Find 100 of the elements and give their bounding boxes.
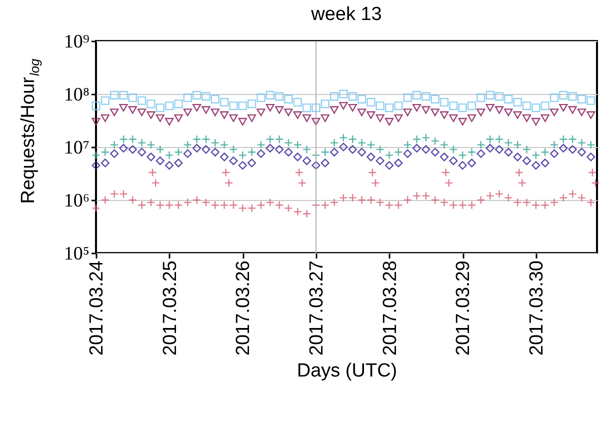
point [504,108,513,116]
point [494,134,504,144]
point [586,111,596,119]
point [412,104,422,112]
point [293,140,302,150]
point [247,114,256,122]
point [486,90,494,100]
point [183,140,192,150]
point [550,140,559,150]
point [357,138,366,148]
point [293,98,302,107]
y-tick-label: 10⁹ [64,32,90,52]
point [220,111,229,119]
point [504,138,513,148]
point [100,148,110,156]
point [577,108,586,116]
point [274,134,284,144]
point [458,161,467,170]
point [266,104,274,112]
point [540,114,550,122]
point [357,148,366,156]
point [467,101,476,110]
point [183,108,192,116]
point [183,149,192,158]
point [376,101,384,110]
point [339,102,348,110]
point [449,156,458,166]
point [284,108,293,116]
point [110,90,119,100]
point [394,114,403,122]
point [467,158,476,168]
point [330,148,339,156]
point [476,140,486,150]
point [138,108,146,116]
point [320,158,330,168]
point [284,148,293,156]
x-tick-label: 2017.03.28 [380,260,401,356]
point [467,148,476,156]
point [312,118,320,126]
point [192,134,202,144]
y-tick-label: 10⁷ [64,138,90,158]
point [513,152,522,162]
point [568,106,577,114]
point [220,98,229,107]
point [522,156,532,166]
point [238,150,247,160]
point [522,145,532,154]
point [568,145,577,154]
point [192,144,202,152]
point [165,161,174,170]
point [458,103,467,112]
point [119,90,128,100]
point [476,149,486,158]
point [568,92,577,101]
point [174,158,183,168]
point [210,108,220,116]
point [330,106,339,114]
x-tick-label: 2017.03.26 [233,260,254,356]
point [586,152,596,162]
point [394,158,403,168]
point [156,114,164,122]
point [532,161,540,170]
point [247,158,256,168]
point [430,108,440,116]
point [559,104,568,112]
point [229,101,238,110]
point [266,134,274,144]
y-tick-label: 10⁵ [64,244,90,264]
point [422,133,430,142]
point [430,148,440,156]
point [440,98,449,107]
point [174,114,183,122]
point [559,144,568,152]
point [394,101,403,110]
point [384,118,394,126]
point [110,108,119,116]
point [366,152,376,162]
point [100,114,110,122]
point [458,150,467,160]
point [146,140,156,150]
point [357,108,366,116]
point [550,149,559,158]
point [100,96,110,105]
point [449,101,458,110]
point [156,145,164,154]
point [577,94,586,104]
point [522,114,532,122]
point [128,134,137,144]
point [174,100,183,108]
point [339,90,348,98]
point [440,111,449,119]
point [586,96,596,105]
point [174,148,183,156]
point [577,148,586,156]
point [384,161,394,170]
point [238,101,247,110]
point [92,161,100,170]
point [284,138,293,148]
point [100,158,110,168]
point [513,140,522,150]
